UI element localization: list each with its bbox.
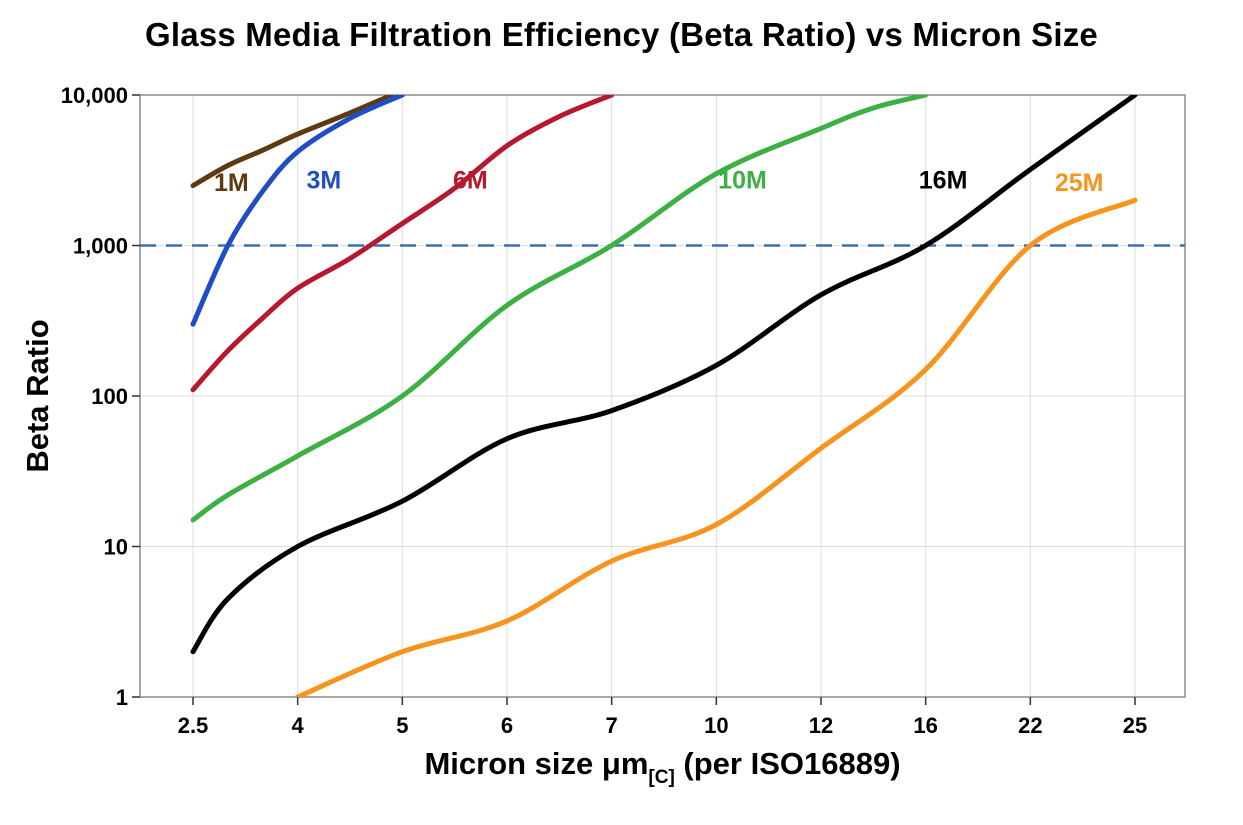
y-tick-label: 1	[116, 685, 128, 710]
x-tick-label: 25	[1123, 713, 1147, 738]
series-line-16M	[190, 95, 1138, 655]
x-tick-label: 22	[1018, 713, 1042, 738]
x-tick-label: 12	[809, 713, 833, 738]
series-label-25M: 25M	[1055, 169, 1104, 197]
series-line-3M	[190, 95, 405, 327]
x-axis-label-main: Micron size μm	[424, 746, 649, 781]
y-tick-label: 10	[104, 535, 128, 560]
x-tick-label: 16	[913, 713, 937, 738]
x-tick-label: 5	[396, 713, 408, 738]
x-tick-label: 4	[292, 713, 305, 738]
y-tick-label: 10,000	[61, 83, 128, 108]
series-label-1M: 1M	[214, 169, 249, 197]
x-axis-label-unit: (per ISO16889)	[674, 746, 901, 781]
series-group	[190, 95, 1138, 697]
x-tick-label: 2.5	[178, 713, 209, 738]
series-label-16M: 16M	[919, 166, 968, 194]
chart-title: Glass Media Filtration Efficiency (Beta …	[145, 16, 1098, 53]
y-tick-label: 1,000	[73, 234, 128, 259]
series-label-10M: 10M	[718, 166, 767, 194]
series-line-25M	[295, 197, 1138, 697]
series-label-6M: 6M	[453, 166, 488, 194]
series-line-6M	[190, 95, 615, 393]
x-axis-label-subscript: [C]	[648, 767, 675, 788]
x-tick-label: 6	[501, 713, 513, 738]
x-axis-label: Micron size μm[C] (per ISO16889)	[140, 746, 1185, 789]
series-label-3M: 3M	[306, 166, 341, 194]
y-tick-label: 100	[91, 384, 128, 409]
series-line-1M	[190, 95, 395, 189]
series-line-10M	[190, 95, 929, 523]
x-tick-label: 7	[606, 713, 618, 738]
x-tick-label: 10	[704, 713, 728, 738]
